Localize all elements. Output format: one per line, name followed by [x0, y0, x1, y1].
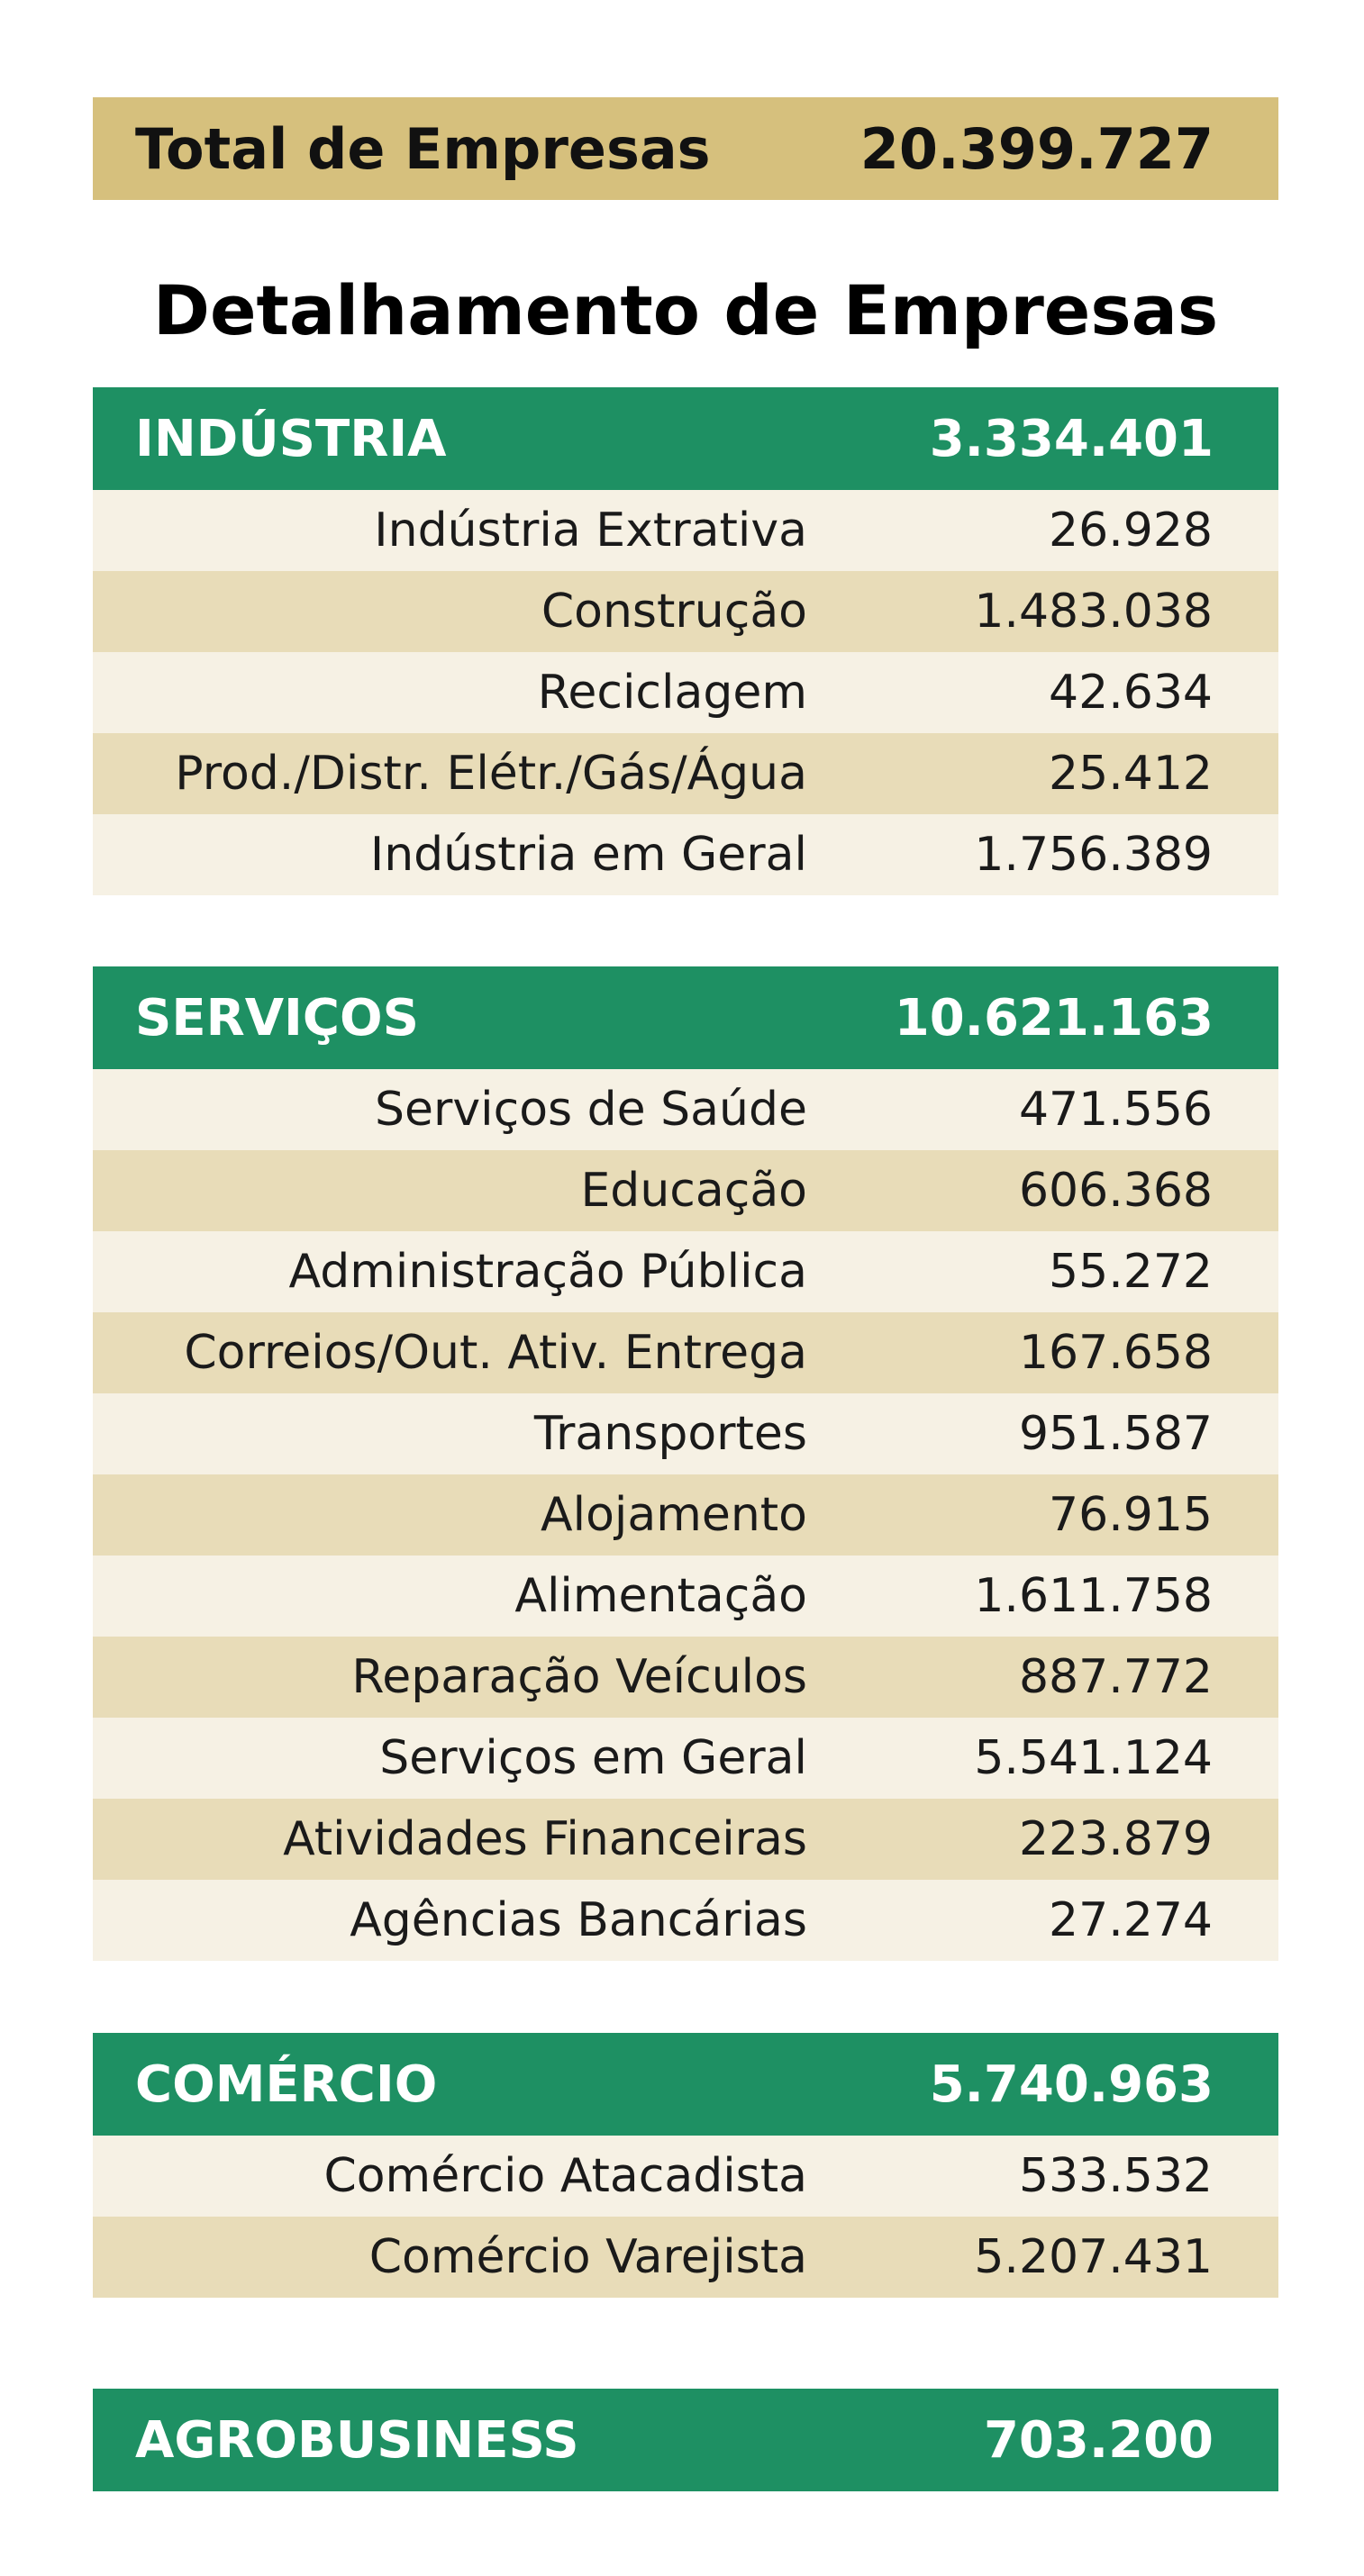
table-row: Reciclagem 42.634	[93, 652, 1278, 733]
row-label: Reciclagem	[537, 666, 807, 720]
table-row: Indústria Extrativa 26.928	[93, 490, 1278, 571]
row-label: Comércio Varejista	[368, 2230, 807, 2284]
table-row: Alojamento 76.915	[93, 1474, 1278, 1556]
row-label: Prod./Distr. Elétr./Gás/Água	[175, 747, 807, 801]
section-name: INDÚSTRIA	[135, 409, 447, 468]
row-value: 887.772	[1018, 1650, 1213, 1704]
section-name: AGROBUSINESS	[135, 2410, 579, 2470]
row-value: 5.207.431	[974, 2230, 1213, 2284]
table-row: Comércio Atacadista 533.532	[93, 2136, 1278, 2217]
table-row: Educação 606.368	[93, 1150, 1278, 1231]
table-row: Comércio Varejista 5.207.431	[93, 2217, 1278, 2298]
row-value: 951.587	[1018, 1407, 1213, 1461]
row-value: 1.756.389	[974, 828, 1213, 882]
row-label: Alimentação	[514, 1569, 807, 1623]
row-value: 533.532	[1018, 2149, 1213, 2203]
section-industria: INDÚSTRIA 3.334.401 Indústria Extrativa …	[93, 387, 1278, 895]
total-companies-bar: Total de Empresas 20.399.727	[93, 97, 1278, 200]
section-total: 10.621.163	[894, 988, 1214, 1048]
table-row: Atividades Financeiras 223.879	[93, 1799, 1278, 1880]
table-row: Alimentação 1.611.758	[93, 1556, 1278, 1637]
section-total: 703.200	[983, 2410, 1214, 2470]
row-label: Reparação Veículos	[351, 1650, 807, 1704]
table-row: Correios/Out. Ativ. Entrega 167.658	[93, 1312, 1278, 1393]
section-total: 5.740.963	[929, 2054, 1214, 2114]
total-companies-label: Total de Empresas	[135, 115, 711, 182]
row-label: Indústria Extrativa	[374, 503, 807, 558]
row-label: Construção	[541, 585, 807, 639]
section-total: 3.334.401	[929, 409, 1214, 468]
row-value: 55.272	[1049, 1245, 1213, 1299]
table-row: Construção 1.483.038	[93, 571, 1278, 652]
table-row: Reparação Veículos 887.772	[93, 1637, 1278, 1718]
table-row: Administração Pública 55.272	[93, 1231, 1278, 1312]
row-value: 1.483.038	[974, 585, 1213, 639]
row-label: Atividades Financeiras	[283, 1812, 807, 1866]
section-header: INDÚSTRIA 3.334.401	[93, 387, 1278, 490]
section-comercio: COMÉRCIO 5.740.963 Comércio Atacadista 5…	[93, 2033, 1278, 2298]
section-agrobusiness: AGROBUSINESS 703.200	[93, 2389, 1278, 2491]
section-name: SERVIÇOS	[135, 988, 419, 1048]
row-value: 606.368	[1018, 1164, 1213, 1218]
row-value: 5.541.124	[974, 1731, 1213, 1785]
row-label: Comércio Atacadista	[323, 2149, 807, 2203]
row-label: Administração Pública	[288, 1245, 807, 1299]
row-label: Serviços em Geral	[379, 1731, 807, 1785]
row-label: Transportes	[533, 1407, 807, 1461]
section-name: COMÉRCIO	[135, 2054, 438, 2114]
row-value: 471.556	[1018, 1083, 1213, 1137]
table-row: Serviços de Saúde 471.556	[93, 1069, 1278, 1150]
row-label: Serviços de Saúde	[375, 1083, 807, 1137]
row-value: 26.928	[1049, 503, 1213, 558]
row-label: Alojamento	[541, 1488, 807, 1542]
row-value: 25.412	[1049, 747, 1213, 801]
row-label: Indústria em Geral	[369, 828, 807, 882]
section-servicos: SERVIÇOS 10.621.163 Serviços de Saúde 47…	[93, 966, 1278, 1961]
row-label: Educação	[580, 1164, 807, 1218]
total-companies-value: 20.399.727	[859, 115, 1214, 182]
table-row: Transportes 951.587	[93, 1393, 1278, 1474]
row-value: 167.658	[1018, 1326, 1213, 1380]
table-row: Prod./Distr. Elétr./Gás/Água 25.412	[93, 733, 1278, 814]
section-header: AGROBUSINESS 703.200	[93, 2389, 1278, 2491]
page-title: Detalhamento de Empresas	[152, 270, 1219, 350]
row-label: Agências Bancárias	[350, 1893, 807, 1947]
table-row: Agências Bancárias 27.274	[93, 1880, 1278, 1961]
section-header: COMÉRCIO 5.740.963	[93, 2033, 1278, 2136]
row-label: Correios/Out. Ativ. Entrega	[184, 1326, 807, 1380]
row-value: 42.634	[1049, 666, 1213, 720]
section-header: SERVIÇOS 10.621.163	[93, 966, 1278, 1069]
table-row: Indústria em Geral 1.756.389	[93, 814, 1278, 895]
table-row: Serviços em Geral 5.541.124	[93, 1718, 1278, 1799]
row-value: 76.915	[1049, 1488, 1213, 1542]
row-value: 1.611.758	[974, 1569, 1213, 1623]
row-value: 27.274	[1049, 1893, 1213, 1947]
row-value: 223.879	[1018, 1812, 1213, 1866]
